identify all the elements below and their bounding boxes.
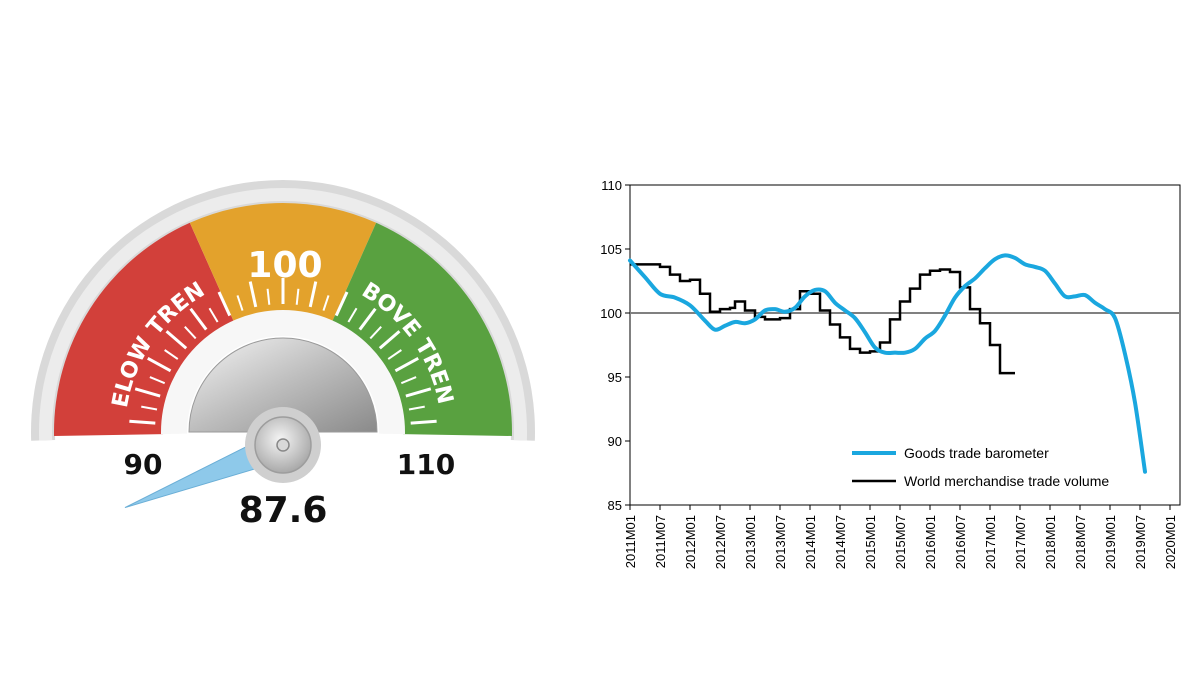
- x-tick-label: 2016M07: [953, 515, 968, 569]
- gauge-tick: [410, 419, 437, 425]
- x-tick-label: 2014M07: [833, 515, 848, 569]
- series-goods-trade-barometer: [628, 253, 1147, 474]
- gauge-tick: [266, 288, 271, 305]
- gauge-tick: [334, 291, 349, 317]
- x-tick-label: 2017M01: [983, 515, 998, 569]
- gauge-band-center: [189, 203, 377, 323]
- x-tick-label: 2016M01: [923, 515, 938, 569]
- gauge-tick: [248, 281, 258, 308]
- gauge-tick: [308, 281, 318, 308]
- gauge-tick: [129, 419, 156, 425]
- gauge: BELOW TREND ABOVE TREND 100 90 110 87.6: [31, 180, 535, 531]
- y-tick-label: 110: [601, 178, 622, 193]
- gauge-tick: [408, 405, 425, 411]
- x-tick-label: 2019M01: [1103, 515, 1118, 569]
- gauge-tick: [378, 330, 401, 350]
- gauge-max-label: 110: [397, 448, 455, 481]
- y-tick-label: 85: [608, 498, 622, 513]
- gauge-tick: [387, 349, 402, 360]
- gauge-tick: [322, 295, 330, 311]
- gauge-knob-center: [276, 438, 290, 452]
- legend: Goods trade barometer World merchandise …: [852, 445, 1109, 489]
- plot-frame: [629, 184, 1181, 506]
- gauge-band-below-trend: [53, 222, 235, 436]
- gauge-tick: [236, 295, 244, 311]
- gauge-tick: [147, 357, 172, 373]
- x-tick-label: 2014M01: [803, 515, 818, 569]
- x-tick-label: 2019M07: [1133, 515, 1148, 569]
- x-axis: 2011M01 2011M07 2012M01 2012M07 2013M01 2013M…: [623, 505, 1178, 569]
- gauge-white-face: [161, 309, 405, 435]
- x-tick-label: 2013M07: [773, 515, 788, 569]
- x-tick-label: 2012M07: [713, 515, 728, 569]
- gauge-tick: [165, 330, 188, 350]
- gauge-tick: [134, 387, 161, 398]
- gauge-band-above-trend: [331, 222, 512, 436]
- gauge-tick: [400, 376, 417, 385]
- x-tick-label: 2020M01: [1163, 515, 1178, 569]
- gauge-value-label: 87.6: [239, 490, 328, 531]
- gauge-tick: [189, 307, 208, 331]
- gauge-tick: [149, 376, 166, 385]
- x-tick-label: 2015M01: [863, 515, 878, 569]
- legend-label-goods-trade-barometer: Goods trade barometer: [904, 445, 1049, 461]
- gauge-tick: [369, 326, 382, 340]
- x-tick-label: 2018M07: [1073, 515, 1088, 569]
- gauge-tick: [184, 326, 197, 340]
- gauge-tick: [405, 387, 432, 398]
- x-tick-label: 2018M01: [1043, 515, 1058, 569]
- gauge-center-label: 100: [247, 245, 322, 286]
- x-tick-label: 2011M01: [623, 515, 638, 568]
- x-tick-label: 2015M07: [893, 515, 908, 569]
- x-tick-label: 2013M01: [743, 515, 758, 569]
- y-tick-label: 100: [600, 306, 622, 321]
- y-tick-label: 95: [608, 370, 622, 385]
- legend-label-world-merchandise-trade-volume: World merchandise trade volume: [904, 473, 1109, 489]
- y-tick-label: 90: [608, 434, 622, 449]
- gauge-ticks: [129, 278, 437, 425]
- gauge-tick: [208, 307, 219, 323]
- gauge-tick: [217, 291, 232, 317]
- y-tick-label: 105: [600, 242, 622, 257]
- x-tick-label: 2017M07: [1013, 515, 1028, 569]
- x-tick-label: 2012M01: [683, 515, 698, 569]
- gauge-tick: [394, 357, 419, 373]
- gauge-hub: [188, 337, 378, 433]
- gauge-tick: [295, 288, 300, 305]
- gauge-tick: [164, 349, 179, 360]
- gauge-tick: [347, 307, 358, 323]
- gauge-tick: [141, 405, 158, 411]
- x-tick-label: 2011M07: [653, 515, 668, 568]
- gauge-min-label: 90: [124, 448, 163, 481]
- series-world-merchandise-trade-volume: [630, 263, 1015, 375]
- y-axis: 85 90 95 100 105 110: [600, 178, 630, 513]
- gauge-tick: [358, 307, 377, 331]
